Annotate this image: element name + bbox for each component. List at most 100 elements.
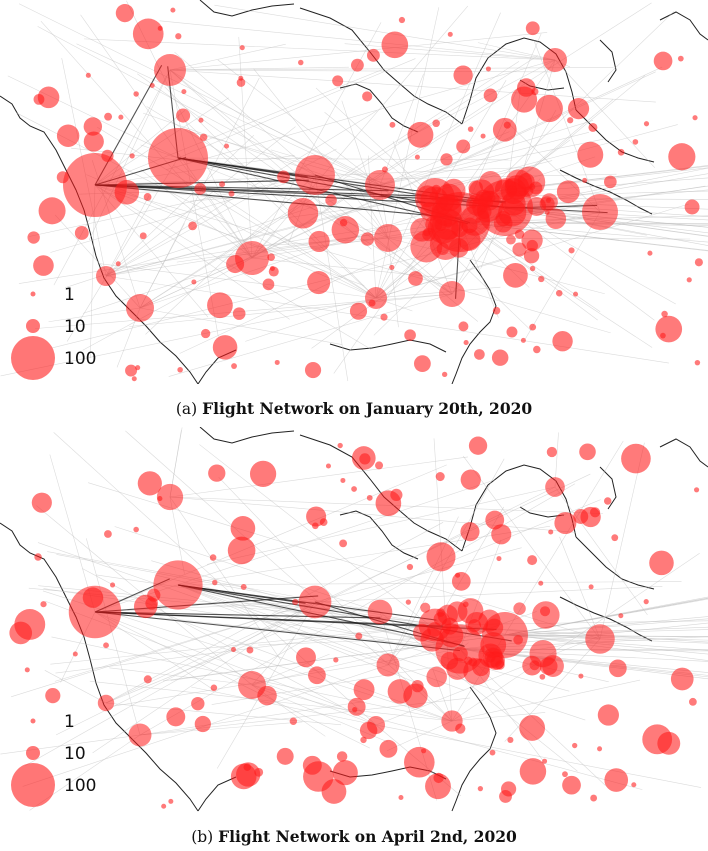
airport-node [360, 232, 375, 246]
airport-node [458, 321, 469, 332]
airport-node [689, 697, 697, 706]
route-line [459, 221, 653, 348]
airport-node [579, 443, 596, 461]
airport-node [161, 803, 167, 809]
airport-node [137, 471, 162, 496]
airport-node [194, 182, 207, 195]
airport-node [432, 119, 440, 128]
airport-node [82, 587, 104, 608]
airport-node [34, 553, 42, 561]
airport-node [523, 248, 540, 264]
coastline-segment [599, 466, 617, 510]
route-line [504, 598, 708, 636]
airport-node [496, 556, 502, 562]
airport-node [520, 337, 526, 343]
airport-node [212, 335, 238, 360]
major-route-line [94, 595, 319, 613]
flight-network-map-b: 1 10 100 [0, 427, 708, 812]
airport-node [492, 306, 501, 315]
airport-node [287, 198, 319, 229]
airport-node [336, 751, 348, 762]
airport-node [463, 658, 490, 685]
route-line [169, 69, 479, 322]
route-line [164, 614, 453, 722]
airport-node [582, 177, 588, 183]
airport-nodes-b [9, 436, 700, 809]
airport-node [27, 231, 40, 244]
airport-node [380, 313, 388, 321]
legend-circle-10 [26, 746, 40, 760]
airport-node [668, 143, 696, 171]
route-line [554, 486, 648, 616]
route-line [462, 455, 601, 640]
airport-node [657, 731, 681, 755]
airport-node [224, 143, 230, 149]
route-line [129, 293, 453, 327]
airport-node [365, 287, 387, 309]
airport-node [555, 289, 563, 297]
route-line [109, 667, 253, 686]
airport-node [236, 78, 246, 87]
route-line [387, 237, 399, 328]
airport-node [568, 247, 575, 254]
airport-node [484, 651, 496, 663]
route-line [94, 611, 342, 708]
major-route-line [94, 184, 389, 192]
airport-node [406, 563, 414, 571]
airport-node [254, 767, 264, 777]
airport-node [604, 768, 629, 792]
coastline-segment [197, 776, 237, 812]
route-line [477, 42, 556, 61]
legend-label-100: 100 [64, 776, 96, 796]
airport-node [403, 683, 428, 708]
airport-node [686, 277, 692, 283]
route-line [54, 214, 141, 309]
route-line [169, 456, 468, 498]
caption-b: (b) Flight Network on April 2nd, 2020 [0, 827, 708, 846]
airport-node [440, 153, 453, 166]
coastline-segment [0, 522, 199, 812]
airport-node [219, 181, 226, 188]
coastline-segment [451, 686, 497, 812]
airport-node [257, 685, 277, 706]
airport-node [653, 51, 673, 71]
caption-a: (a) Flight Network on January 20th, 2020 [0, 399, 708, 418]
airport-node [535, 94, 563, 123]
airport-node [232, 307, 246, 320]
airport-node [554, 512, 577, 535]
route-line [37, 26, 316, 176]
airport-node [238, 75, 244, 81]
airport-node [97, 694, 115, 712]
route-line [177, 584, 586, 721]
airport-node [455, 572, 461, 578]
legend-circle-1 [30, 291, 36, 297]
route-line [379, 138, 604, 186]
airport-node [110, 582, 116, 588]
airport-node [475, 189, 493, 207]
route-line [125, 430, 453, 722]
route-line [559, 536, 601, 640]
airport-node [181, 89, 187, 95]
route-line [114, 526, 381, 613]
airport-node [96, 266, 116, 286]
airport-node [539, 657, 558, 676]
airport-node [538, 580, 544, 586]
airport-node [367, 599, 393, 625]
route-line [251, 2, 652, 259]
airport-node [321, 779, 347, 804]
route-line [105, 275, 669, 364]
route-line [10, 601, 316, 698]
route-line [504, 207, 655, 321]
airport-node [166, 707, 186, 727]
airport-node [514, 229, 525, 239]
airport-node [40, 601, 47, 608]
route-line [375, 724, 702, 788]
airport-node [512, 242, 527, 257]
route-line [177, 157, 513, 161]
airport-node [226, 255, 245, 274]
coastline-segment [599, 39, 617, 83]
airport-node [209, 554, 217, 561]
route-line [94, 585, 663, 613]
airport-node [426, 542, 456, 572]
airport-node [340, 477, 346, 483]
